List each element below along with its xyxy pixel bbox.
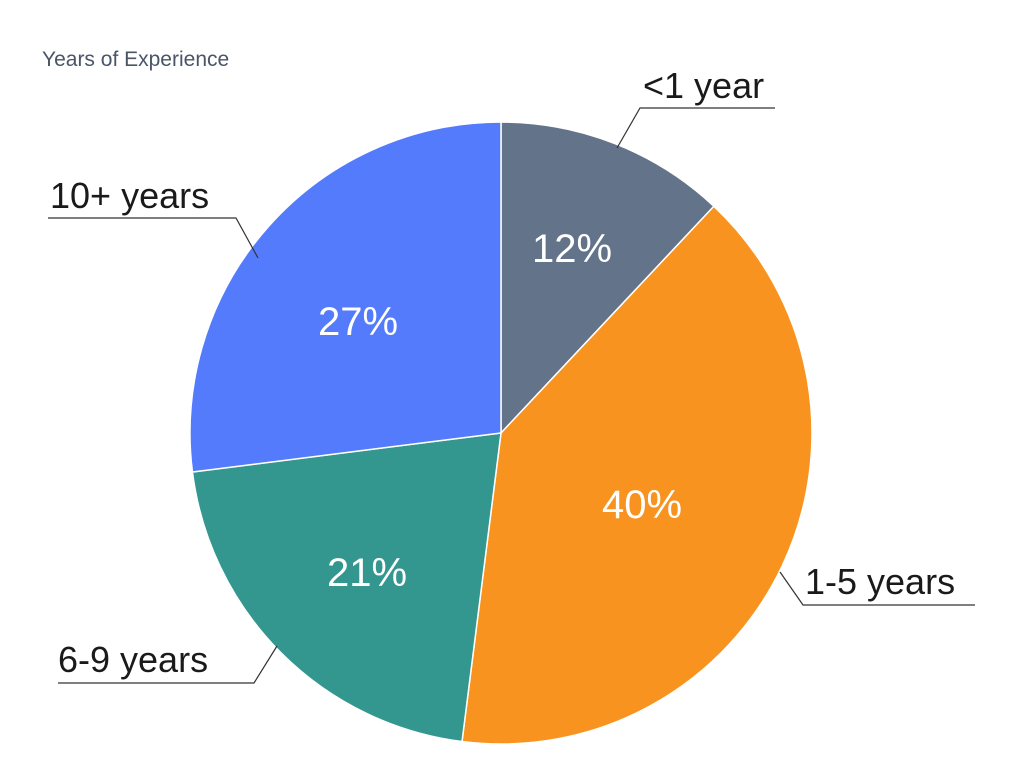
category-label-less-than-1-year: <1 year xyxy=(643,65,764,106)
category-callouts: <1 year 1-5 years 6-9 years 10+ years xyxy=(48,65,975,684)
slice-6-9-years xyxy=(191,432,502,743)
slice-1-5-years xyxy=(461,205,813,745)
slice-less-than-1-year xyxy=(500,121,715,435)
slice-label-1-5-years: 40% xyxy=(602,483,682,527)
leader-line-10-plus-years xyxy=(48,217,259,259)
category-label-1-5-years: 1-5 years xyxy=(805,561,955,602)
slice-label-6-9-years: 21% xyxy=(327,551,407,595)
slice-label-less-than-1-year: 12% xyxy=(532,227,612,271)
leader-line-1-5-years xyxy=(779,571,975,606)
slice-value-labels: 12% 40% 21% 27% xyxy=(318,227,682,595)
chart-title: Years of Experience xyxy=(42,48,229,71)
slice-10-plus-years xyxy=(189,121,502,473)
leader-line-6-9-years xyxy=(58,645,278,684)
category-label-10-plus-years: 10+ years xyxy=(50,175,209,216)
category-label-6-9-years: 6-9 years xyxy=(58,639,208,680)
slice-label-10-plus-years: 27% xyxy=(318,300,398,344)
leader-line-less-than-1-year xyxy=(616,107,775,149)
pie-slices xyxy=(189,121,813,745)
